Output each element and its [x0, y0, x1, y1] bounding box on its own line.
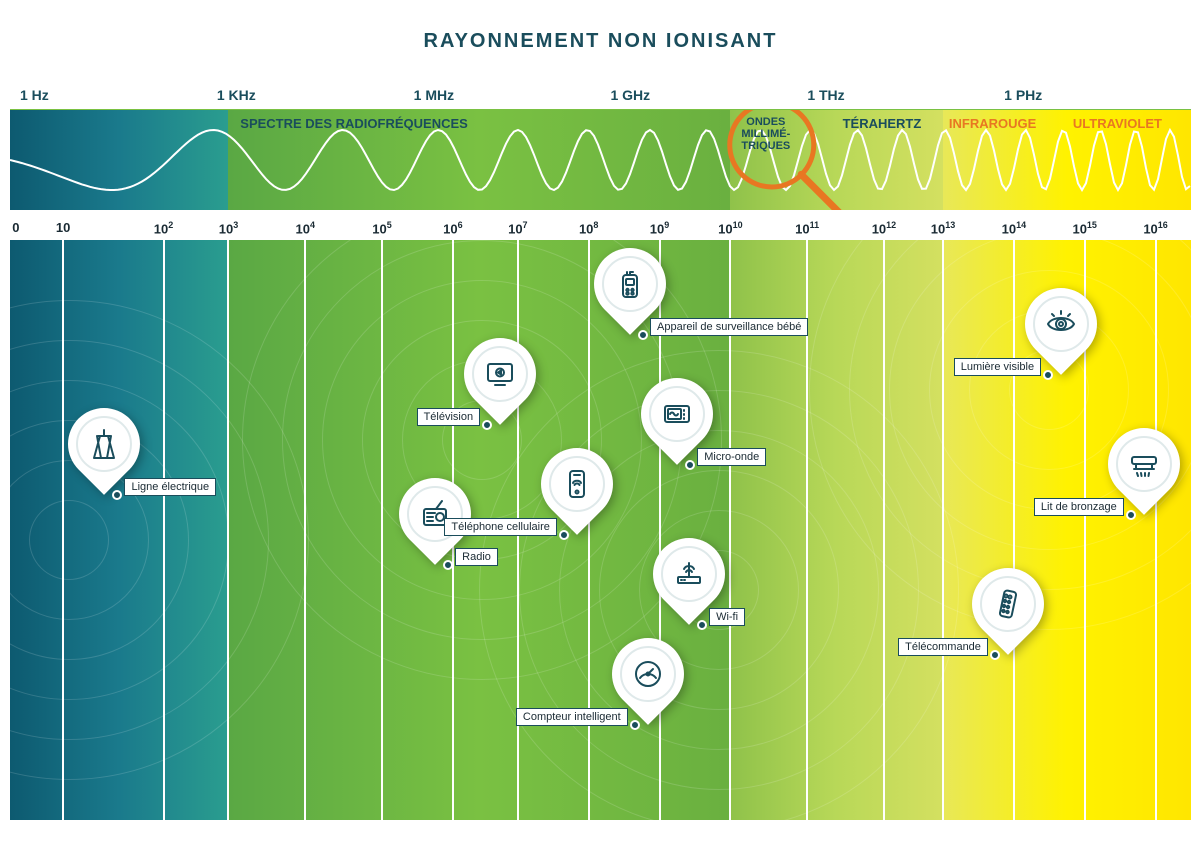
device-pin: Ligne électrique — [68, 408, 140, 480]
pin-label: Wi-fi — [709, 608, 745, 626]
hz-row: 1 Hz1 KHz1 MHz1 GHz1 THz1 PHz — [10, 80, 1191, 110]
tick-label: 102 — [154, 220, 173, 236]
device-pin: Télécommande — [972, 568, 1044, 640]
tick-label: 10 — [56, 220, 70, 235]
grid-vline — [227, 240, 229, 820]
hz-marker: 1 MHz — [404, 80, 601, 109]
grid-vline — [381, 240, 383, 820]
device-pin: Appareil de surveillance bébé — [594, 248, 666, 320]
device-pin: Lumière visible — [1025, 288, 1097, 360]
band-label: TÉRAHERTZ — [843, 116, 922, 131]
pin-label: Ligne électrique — [124, 478, 216, 496]
tick-label: 1011 — [795, 220, 819, 236]
remote-icon — [991, 587, 1025, 621]
tick-label: 107 — [508, 220, 527, 236]
grid-vline — [1013, 240, 1015, 820]
pin-dot — [482, 420, 492, 430]
pin-label: Télévision — [417, 408, 481, 426]
tick-label: 106 — [443, 220, 462, 236]
pin-dot — [1043, 370, 1053, 380]
meter-icon — [631, 657, 665, 691]
eye-icon — [1044, 307, 1078, 341]
pin-label: Télécommande — [898, 638, 988, 656]
grid-vline — [62, 240, 64, 820]
baby-icon — [613, 267, 647, 301]
tick-label: 104 — [296, 220, 315, 236]
grid-vline — [942, 240, 944, 820]
main-chart: Ligne électriqueRadioTélévisionTéléphone… — [10, 240, 1191, 820]
grid-vline — [304, 240, 306, 820]
pin-dot — [1126, 510, 1136, 520]
pin-label: Micro-onde — [697, 448, 766, 466]
microwave-icon — [660, 397, 694, 431]
pin-dot — [685, 460, 695, 470]
tick-label: 1010 — [718, 220, 742, 236]
tv-icon — [483, 357, 517, 391]
tick-label: 105 — [372, 220, 391, 236]
grid-vline — [1155, 240, 1157, 820]
pin-label: Téléphone cellulaire — [444, 518, 556, 536]
tick-label: 103 — [219, 220, 238, 236]
tick-row: 0 10 102 103 104 105 106 107 108 109 1010 1011 1012 1… — [10, 220, 1191, 240]
pin-label: Radio — [455, 548, 498, 566]
tick-label: 1015 — [1072, 220, 1096, 236]
hz-marker: 1 THz — [797, 80, 994, 109]
tick-label: 1014 — [1002, 220, 1026, 236]
device-pin: Lit de bronzage — [1108, 428, 1180, 500]
band-row: SPECTRE DES RADIOFRÉQUENCES ONDESMILLIMÉ-… — [10, 110, 1191, 210]
hz-marker: 1 PHz — [994, 80, 1191, 109]
device-pin: Wi-fi — [653, 538, 725, 610]
pin-dot — [630, 720, 640, 730]
pin-dot — [697, 620, 707, 630]
device-pin: Radio — [399, 478, 471, 550]
tick-label: 1016 — [1143, 220, 1167, 236]
band-label: INFRAROUGE — [949, 116, 1036, 131]
main-band — [10, 240, 228, 820]
device-pin: Micro-onde — [641, 378, 713, 450]
band-label: ULTRAVIOLET — [1073, 116, 1162, 131]
device-pin: Téléphone cellulaire — [541, 448, 613, 520]
pin-label: Lumière visible — [954, 358, 1041, 376]
hz-marker: 1 Hz — [10, 80, 207, 109]
grid-vline — [163, 240, 165, 820]
tick-label: 109 — [650, 220, 669, 236]
band-label: ONDESMILLIMÉ-TRIQUES — [728, 116, 804, 152]
band-label: SPECTRE DES RADIOFRÉQUENCES — [240, 116, 468, 131]
pin-dot — [443, 560, 453, 570]
pin-label: Appareil de surveillance bébé — [650, 318, 808, 336]
pin-dot — [990, 650, 1000, 660]
pin-dot — [112, 490, 122, 500]
page-title: RAYONNEMENT NON IONISANT — [0, 0, 1201, 53]
tick-label: 0 — [12, 220, 19, 235]
device-pin: Télévision — [464, 338, 536, 410]
grid-vline — [883, 240, 885, 820]
pin-dot — [559, 530, 569, 540]
pin-dot — [638, 330, 648, 340]
hz-marker: 1 KHz — [207, 80, 404, 109]
pin-label: Compteur intelligent — [516, 708, 628, 726]
grid-vline — [588, 240, 590, 820]
tick-label: 1013 — [931, 220, 955, 236]
tick-label: 1012 — [872, 220, 896, 236]
phone-icon — [560, 467, 594, 501]
spectrum-band — [10, 110, 228, 210]
pin-label: Lit de bronzage — [1034, 498, 1124, 516]
power-icon — [87, 427, 121, 461]
wifi-icon — [672, 557, 706, 591]
tanning-icon — [1127, 447, 1161, 481]
tick-label: 108 — [579, 220, 598, 236]
device-pin: Compteur intelligent — [612, 638, 684, 710]
hz-marker: 1 GHz — [600, 80, 797, 109]
